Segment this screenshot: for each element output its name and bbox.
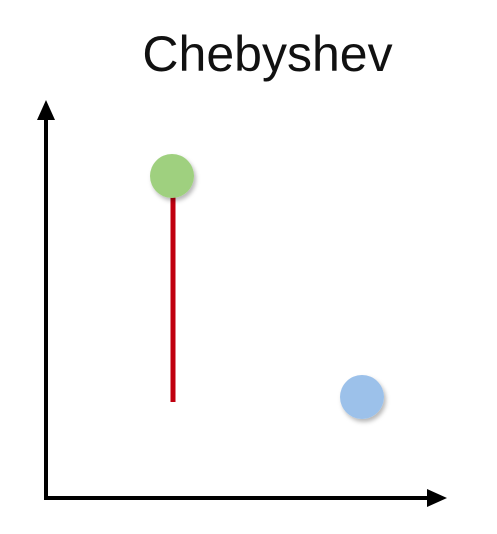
point-b [340, 375, 384, 419]
diagram-title: Chebyshev [142, 26, 393, 82]
y-axis-arrowhead [37, 100, 55, 120]
point-a [150, 154, 194, 198]
x-axis-arrowhead [427, 489, 447, 507]
